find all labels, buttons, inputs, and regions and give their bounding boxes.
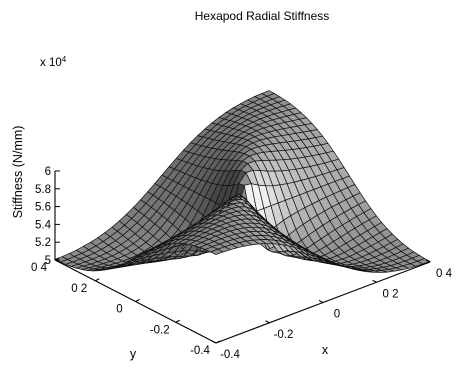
surface-patch <box>416 258 431 265</box>
y-axis-label: y <box>130 347 137 361</box>
x-tick-label: 0 4 <box>436 268 453 280</box>
y-tick-mark <box>95 278 100 282</box>
z-tick-label: 5.6 <box>35 202 51 214</box>
z-tick-label: 5.8 <box>35 184 51 196</box>
x-tick-label: -0.2 <box>274 329 294 341</box>
z-tick-label: 5 <box>45 255 51 267</box>
axes: 5 5.2 5.4 5.6 5.8 6 -0.4 -0.2 0 0 2 0 4 -0.4 -0.2 0 0 … <box>31 166 453 361</box>
y-tick-mark <box>54 257 60 261</box>
z-tick-label: 5.2 <box>35 237 51 249</box>
surface-mesh <box>54 90 431 273</box>
y-tick-label: 0 <box>116 304 122 316</box>
y-tick-mark <box>135 299 140 302</box>
y-tick-label: -0.2 <box>150 324 170 336</box>
x-tick-mark <box>318 300 324 303</box>
z-exponent-power: 4 <box>62 55 67 64</box>
x-tick-mark <box>425 259 431 263</box>
y-tick-label: 0 4 <box>31 262 48 274</box>
x-tick-label: -0.4 <box>220 349 240 361</box>
x-tick-label: 0 <box>334 309 340 321</box>
y-tick-mark <box>215 340 221 344</box>
chart-title: Hexapod Radial Stiffness <box>195 9 330 23</box>
x-tick-mark <box>211 340 217 344</box>
y-tick-mark <box>175 319 180 323</box>
x-tick-label: 0 2 <box>383 288 399 300</box>
x-tick-mark <box>265 320 270 324</box>
x-tick-mark <box>372 279 377 283</box>
z-tick-label: 5.4 <box>35 219 52 231</box>
z-axis-label: Stiffness (N/mm) <box>11 126 25 219</box>
y-tick-label: -0.4 <box>190 345 210 357</box>
y-tick-label: 0 2 <box>71 283 87 295</box>
x-axis-label: x <box>322 343 329 357</box>
z-exponent-label: x 104 <box>40 55 67 70</box>
z-tick-label: 6 <box>45 166 51 178</box>
